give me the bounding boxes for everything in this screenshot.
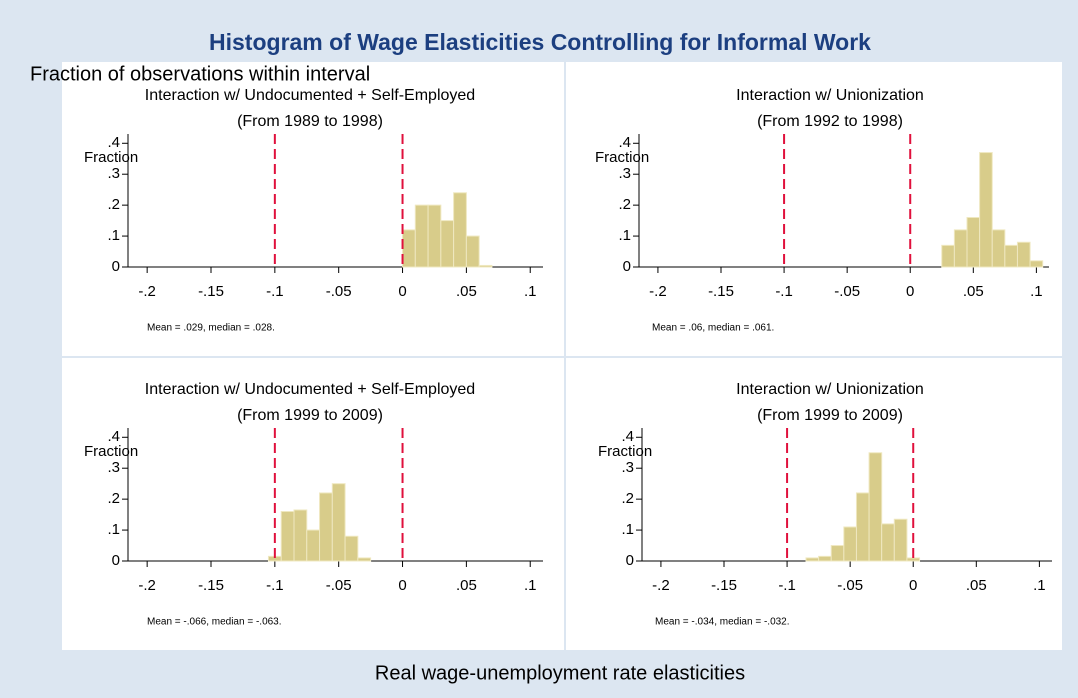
bar: [1029, 260, 1044, 268]
y-tick-label: .4: [621, 428, 634, 445]
figure-y-label: Fraction of observations within interval: [30, 63, 370, 85]
x-tick-label: -.2: [652, 577, 670, 594]
bar: [830, 545, 845, 562]
y-axis-label: Fraction: [595, 149, 649, 166]
bar: [991, 229, 1006, 268]
x-tick-label: -.2: [138, 577, 156, 594]
bar: [843, 526, 857, 562]
bar: [331, 483, 346, 562]
panel-subtitle: (From 1989 to 1998): [237, 113, 383, 130]
panel-subtitle: (From 1999 to 2009): [757, 407, 903, 424]
x-tick-label: -.05: [326, 283, 352, 300]
bar: [306, 529, 321, 562]
panel-title: Interaction w/ Undocumented + Self-Emplo…: [145, 381, 475, 398]
y-tick-label: .1: [107, 521, 120, 538]
bar: [1004, 244, 1018, 268]
figure-title: Histogram of Wage Elasticities Controlli…: [209, 29, 871, 55]
bar: [357, 557, 372, 562]
bar: [440, 220, 455, 268]
y-tick-label: .4: [107, 428, 120, 445]
x-tick-label: .05: [456, 283, 477, 300]
y-tick-label: .3: [107, 165, 120, 182]
panel-title: Interaction w/ Undocumented + Self-Emplo…: [145, 87, 475, 104]
bar: [818, 555, 832, 562]
bar: [414, 204, 429, 268]
x-tick-label: -.15: [198, 577, 224, 594]
bar: [893, 518, 908, 562]
x-tick-label: -.15: [711, 577, 737, 594]
panel-title: Interaction w/ Unionization: [736, 87, 924, 104]
x-tick-label: .1: [524, 283, 537, 300]
x-tick-label: .05: [456, 577, 477, 594]
y-tick-label: .3: [107, 459, 120, 476]
x-tick-label: 0: [398, 283, 406, 300]
note: Mean = .029, median = .028.: [147, 323, 275, 334]
y-tick-label: 0: [112, 552, 120, 569]
bar: [881, 523, 895, 562]
x-tick-label: -.2: [649, 283, 667, 300]
y-tick-label: .2: [107, 196, 120, 213]
note: Mean = .06, median = .061.: [652, 323, 774, 334]
bar: [478, 264, 493, 268]
x-tick-label: -.1: [266, 577, 284, 594]
y-tick-label: .2: [107, 490, 120, 507]
bar: [453, 192, 467, 268]
bar: [402, 229, 416, 268]
bar: [344, 535, 359, 562]
bar: [953, 229, 968, 268]
x-tick-label: 0: [906, 283, 914, 300]
bar: [966, 217, 981, 268]
x-tick-label: -.1: [775, 283, 793, 300]
figure-x-label: Real wage-unemployment rate elasticities: [375, 662, 745, 684]
y-tick-label: 0: [112, 258, 120, 275]
bar: [427, 204, 442, 268]
bar: [868, 452, 883, 562]
bar: [855, 492, 870, 562]
y-tick-label: .1: [618, 227, 631, 244]
y-axis-label: Fraction: [84, 443, 138, 460]
bar: [465, 235, 480, 268]
x-tick-label: .1: [1033, 577, 1046, 594]
note: Mean = -.034, median = -.032.: [655, 617, 790, 628]
y-tick-label: .2: [618, 196, 631, 213]
y-tick-label: .4: [618, 134, 631, 151]
panel-subtitle: (From 1992 to 1998): [757, 113, 903, 130]
panel-subtitle: (From 1999 to 2009): [237, 407, 383, 424]
x-tick-label: .1: [1030, 283, 1043, 300]
x-tick-label: .1: [524, 577, 537, 594]
note: Mean = -.066, median = -.063.: [147, 617, 282, 628]
bar: [941, 244, 955, 268]
y-axis-label: Fraction: [84, 149, 138, 166]
x-tick-label: -.1: [266, 283, 284, 300]
y-axis-label: Fraction: [598, 443, 652, 460]
x-tick-label: .05: [963, 283, 984, 300]
bar: [293, 509, 308, 562]
y-tick-label: .3: [621, 459, 634, 476]
bar: [805, 557, 820, 562]
x-tick-label: 0: [909, 577, 917, 594]
x-tick-label: -.2: [138, 283, 156, 300]
y-tick-label: .4: [107, 134, 120, 151]
bar: [319, 492, 333, 562]
x-tick-label: -.05: [834, 283, 860, 300]
y-tick-label: .1: [107, 227, 120, 244]
y-tick-label: 0: [623, 258, 631, 275]
x-tick-label: -.05: [837, 577, 863, 594]
y-tick-label: 0: [626, 552, 634, 569]
bar: [1016, 241, 1031, 268]
y-tick-label: .1: [621, 521, 634, 538]
bar: [906, 557, 921, 562]
x-tick-label: -.05: [326, 577, 352, 594]
panel-title: Interaction w/ Unionization: [736, 381, 924, 398]
y-tick-label: .3: [618, 165, 631, 182]
x-tick-label: -.15: [708, 283, 734, 300]
x-tick-label: .05: [966, 577, 987, 594]
y-tick-label: .2: [621, 490, 634, 507]
x-tick-label: -.1: [778, 577, 796, 594]
bar: [280, 511, 295, 562]
bar: [979, 152, 993, 268]
x-tick-label: -.15: [198, 283, 224, 300]
x-tick-label: 0: [398, 577, 406, 594]
